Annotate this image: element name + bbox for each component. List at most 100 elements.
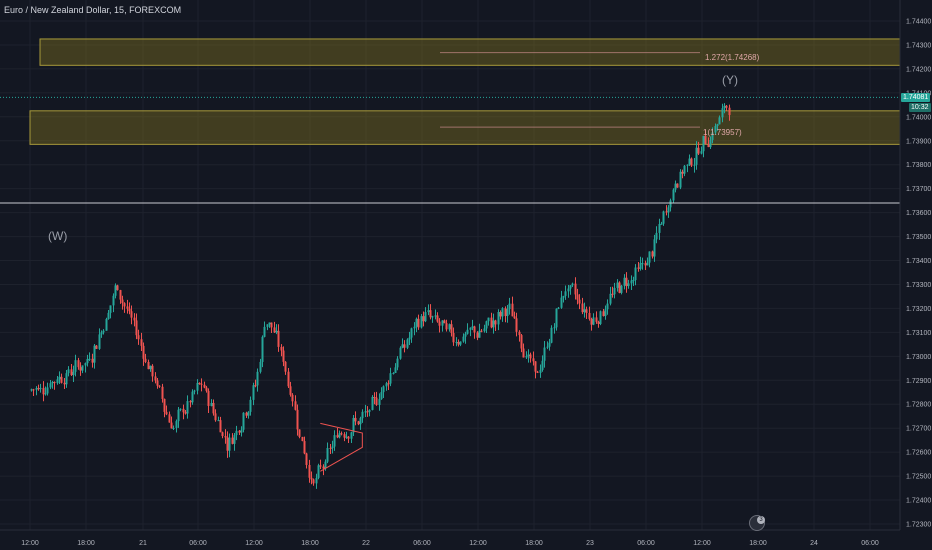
candle-body <box>669 200 672 208</box>
candle-body <box>151 365 154 377</box>
time-tick-label: 12:00 <box>693 540 711 547</box>
time-axis[interactable]: 12:00 18:00 21 06:00 12:00 18:00 22 06:00 12:00 1… <box>21 540 879 547</box>
candle-body <box>205 387 208 391</box>
candle-body <box>688 158 691 165</box>
candle-body <box>609 293 612 304</box>
candle-body <box>567 288 570 292</box>
candle-body <box>231 437 234 444</box>
price-tick-label: 1.74400 <box>906 19 931 26</box>
candle-body <box>441 320 444 326</box>
candle-body <box>515 318 518 332</box>
candle-body <box>317 465 320 478</box>
candle-body <box>191 391 194 403</box>
price-tick-label: 1.73700 <box>906 186 931 193</box>
candle-body <box>599 311 602 324</box>
grid-lines <box>0 0 900 530</box>
time-tick-label: 18:00 <box>77 540 95 547</box>
candle-body <box>597 321 600 324</box>
candle-body <box>422 316 425 322</box>
candle-body <box>413 326 416 329</box>
candle-body <box>74 360 77 372</box>
candle-body <box>438 321 441 326</box>
candle-body <box>501 308 504 317</box>
candle-body <box>667 207 670 213</box>
wave-label-w: (W) <box>48 229 68 243</box>
candle-body <box>72 371 75 376</box>
candle-body <box>51 381 54 384</box>
candle-body <box>483 328 486 332</box>
price-tick-label: 1.73400 <box>906 258 931 265</box>
candle-body <box>322 466 325 469</box>
candle-body <box>450 324 453 333</box>
candle-body <box>683 165 686 174</box>
candle-body <box>564 291 567 296</box>
candle-body <box>324 461 327 469</box>
candle-body <box>147 361 150 370</box>
candle-body <box>177 409 180 422</box>
candle-body <box>226 437 229 451</box>
candle-body <box>392 373 395 375</box>
price-tick-label: 1.73100 <box>906 330 931 337</box>
candle-body <box>704 135 707 144</box>
candle-body <box>382 386 385 393</box>
candle-body <box>492 320 495 328</box>
candle-body <box>714 125 717 133</box>
price-tick-label: 1.73000 <box>906 354 931 361</box>
countdown-badge: 10:32 <box>909 103 931 112</box>
candle-body <box>424 312 427 322</box>
time-tick-label: 12:00 <box>469 540 487 547</box>
candle-body <box>142 345 145 359</box>
candle-body <box>203 384 206 388</box>
candle-body <box>326 447 329 462</box>
candle-body <box>39 387 42 390</box>
candle-body <box>522 348 525 358</box>
supply-zones <box>29 38 901 145</box>
candle-body <box>357 421 360 425</box>
candle-body <box>259 361 262 372</box>
candle-body <box>44 393 47 395</box>
candle-body <box>184 412 187 414</box>
candle-body <box>301 436 304 442</box>
candle-body <box>616 282 619 288</box>
candle-body <box>548 342 551 347</box>
candle-body <box>476 332 479 338</box>
candle-body <box>135 320 138 336</box>
candle-body <box>674 183 677 190</box>
candle-body <box>30 389 33 391</box>
candle-body <box>387 383 390 385</box>
candle-body <box>417 318 420 328</box>
price-tick-label: 1.73900 <box>906 138 931 145</box>
candle-body <box>408 337 411 340</box>
candle-body <box>721 108 724 118</box>
candle-body <box>371 396 374 410</box>
price-tick-label: 1.72400 <box>906 498 931 505</box>
price-tick-label: 1.73800 <box>906 162 931 169</box>
candle-body <box>235 430 238 436</box>
candle-body <box>525 356 528 358</box>
candle-body <box>553 327 556 329</box>
candle-body <box>541 360 544 370</box>
candle-body <box>602 311 605 317</box>
candle-body <box>333 435 336 447</box>
candle-body <box>336 435 339 438</box>
fib-level-label-lower: 1(1.73957) <box>703 128 742 137</box>
candle-body <box>513 316 516 319</box>
candle-body <box>569 285 572 289</box>
candle-body <box>252 385 255 400</box>
candle-body <box>480 330 483 332</box>
candle-body <box>298 429 301 437</box>
candle-body <box>179 408 182 410</box>
candle-body <box>595 317 598 322</box>
candle-body <box>112 295 115 306</box>
candle-body <box>639 263 642 269</box>
candle-body <box>693 164 696 166</box>
candle-body <box>168 414 171 423</box>
candle-body <box>410 328 413 338</box>
candle-body <box>660 223 663 225</box>
candle-body <box>725 105 728 108</box>
candle-body <box>137 335 140 340</box>
candle-body <box>518 331 521 336</box>
candle-body <box>126 306 129 309</box>
candle-body <box>275 330 278 333</box>
